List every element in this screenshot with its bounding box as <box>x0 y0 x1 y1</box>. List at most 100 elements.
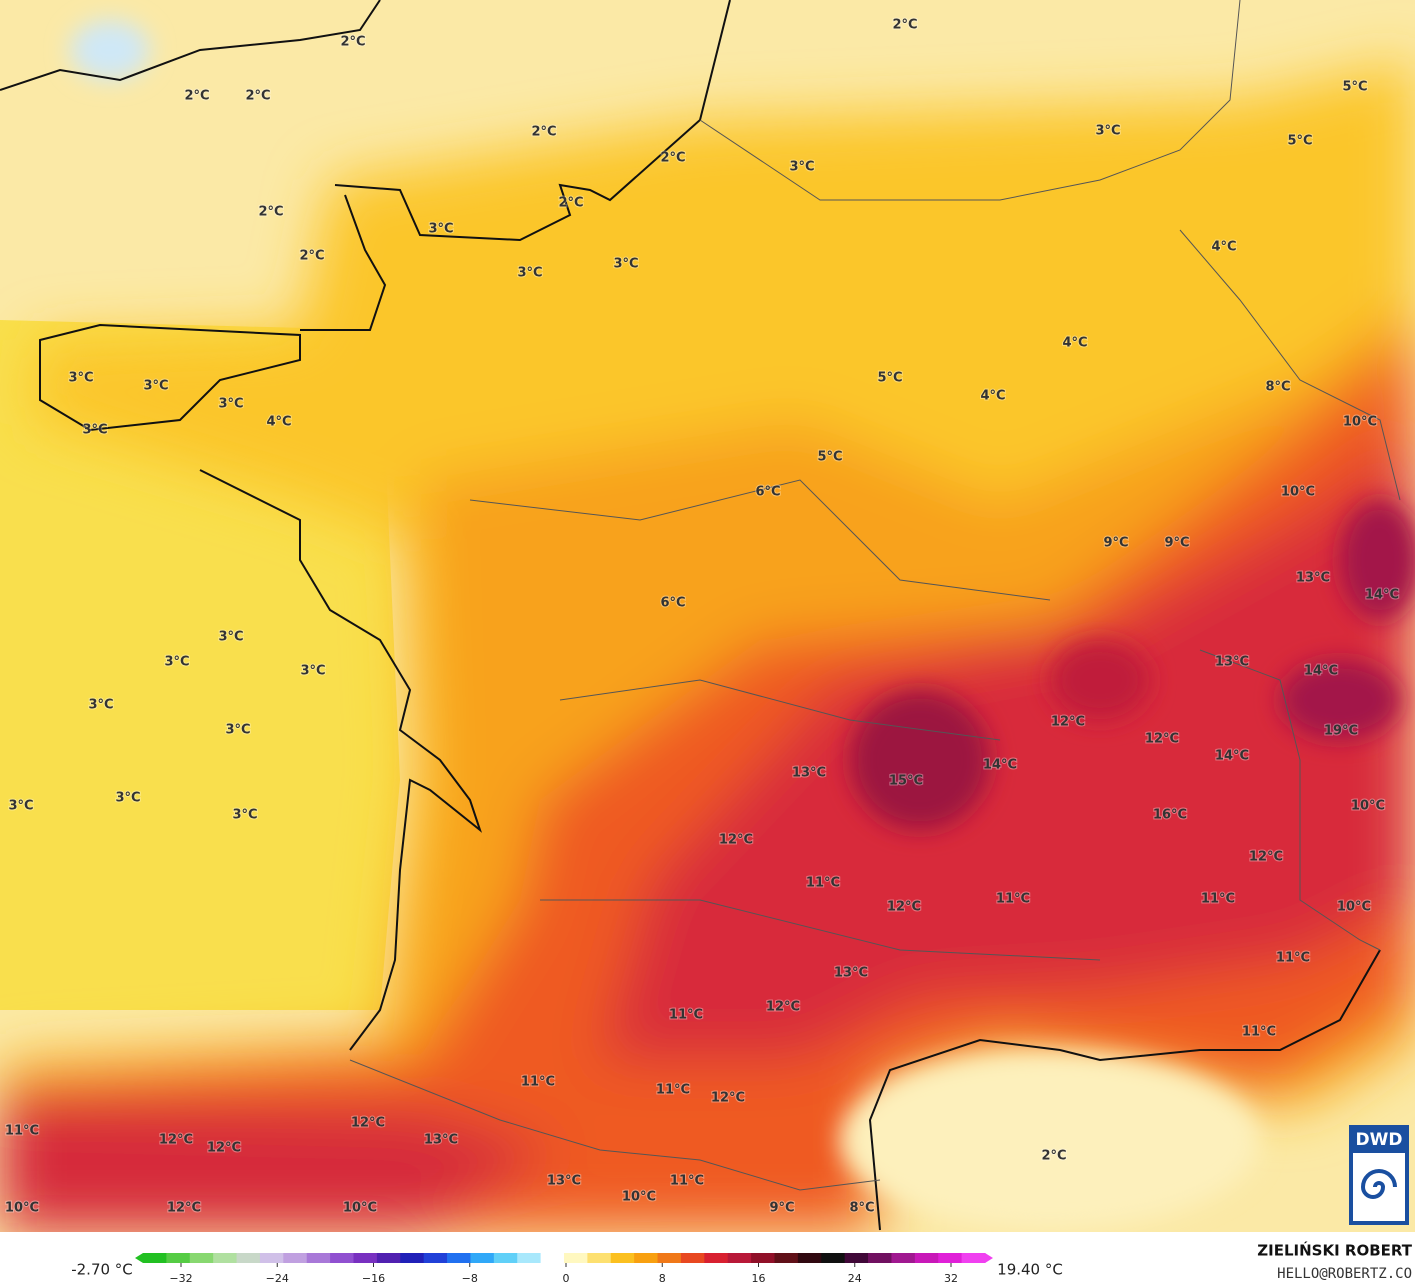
temperature-label: 11°C <box>806 876 840 891</box>
temperature-field <box>0 0 1415 1232</box>
temperature-label: 16°C <box>1153 808 1187 823</box>
temperature-label: 11°C <box>521 1075 555 1090</box>
temperature-label: 12°C <box>207 1141 241 1156</box>
temperature-label: 19°C <box>1324 724 1358 739</box>
color-swatch <box>493 1253 518 1263</box>
temperature-label: 14°C <box>983 758 1017 773</box>
temperature-label: 3°C <box>1095 124 1120 139</box>
color-swatch <box>938 1253 963 1263</box>
temperature-label: 10°C <box>1281 485 1315 500</box>
color-swatch <box>610 1253 635 1263</box>
temperature-label: 4°C <box>980 389 1005 404</box>
temperature-label: 13°C <box>834 966 868 981</box>
color-scale: −32 −24 −16 −8 0 8 16 24 32 <box>135 1253 993 1285</box>
color-swatch <box>376 1253 401 1263</box>
temperature-label: 13°C <box>1215 655 1249 670</box>
temperature-label: 10°C <box>1343 415 1377 430</box>
max-value: 19.40 °C <box>997 1261 1063 1279</box>
temperature-labels: 2°C 2°C 2°C 2°C 2°C 2°C 2°C 2°C 2°C 3°C 3°C 3°C 3°C 3… <box>4 17 1400 1217</box>
temperature-label: 12°C <box>351 1116 385 1131</box>
temperature-label: 2°C <box>258 205 283 220</box>
temperature-label: 4°C <box>1062 336 1087 351</box>
temperature-label: 3°C <box>115 791 140 806</box>
temperature-label: 14°C <box>1365 588 1399 603</box>
temperature-label: 10°C <box>1337 900 1371 915</box>
temperature-label: 3°C <box>143 379 168 394</box>
color-swatch <box>634 1253 659 1263</box>
temperature-label: 3°C <box>428 222 453 237</box>
min-value: -2.70 °C <box>71 1261 133 1279</box>
color-swatch <box>189 1253 214 1263</box>
color-swatch <box>564 1253 588 1263</box>
tick-label: −32 <box>169 1272 192 1285</box>
tick-label: −16 <box>362 1272 385 1285</box>
temperature-label: 2°C <box>245 89 270 104</box>
temperature-label: 2°C <box>531 125 556 140</box>
color-swatch <box>751 1253 775 1263</box>
dwd-logo: DWD <box>1349 1125 1409 1225</box>
tick-label: −8 <box>462 1272 478 1285</box>
temperature-label: 3°C <box>68 371 93 386</box>
temperature-label: 11°C <box>656 1083 690 1098</box>
color-swatch <box>236 1253 261 1263</box>
color-scale-right-tip <box>985 1253 993 1263</box>
color-scale-left-tip <box>135 1253 143 1263</box>
temperature-label: 5°C <box>1342 80 1367 95</box>
temperature-label: 2°C <box>892 18 917 33</box>
temperature-label: 5°C <box>877 371 902 386</box>
temperature-label: 9°C <box>769 1201 794 1216</box>
color-swatch <box>423 1253 448 1263</box>
color-swatch <box>797 1253 822 1263</box>
tick-label: 24 <box>848 1272 862 1285</box>
temperature-label: 2°C <box>184 89 209 104</box>
logo-text: DWD <box>1356 1130 1403 1150</box>
color-swatch <box>821 1253 846 1263</box>
temperature-label: 3°C <box>225 723 250 738</box>
temperature-label: 10°C <box>1351 799 1385 814</box>
color-swatch <box>400 1253 425 1263</box>
tick-label: 8 <box>659 1272 666 1285</box>
temperature-label: 15°C <box>889 774 923 789</box>
temperature-label: 3°C <box>88 698 113 713</box>
author: ZIELIŃSKI ROBERT <box>1257 1241 1412 1260</box>
temperature-label: 11°C <box>5 1124 39 1139</box>
color-swatch <box>540 1253 565 1263</box>
tick-label: −24 <box>266 1272 289 1285</box>
temperature-label: 9°C <box>1164 536 1189 551</box>
temperature-label: 12°C <box>711 1091 745 1106</box>
color-swatch <box>213 1253 238 1263</box>
temperature-label: 2°C <box>340 35 365 50</box>
temperature-label: 11°C <box>1242 1025 1276 1040</box>
temperature-label: 13°C <box>1296 571 1330 586</box>
temperature-label: 11°C <box>1276 951 1310 966</box>
temperature-label: 3°C <box>218 630 243 645</box>
temperature-label: 12°C <box>766 1000 800 1015</box>
color-swatch <box>447 1253 471 1263</box>
temperature-label: 10°C <box>622 1190 656 1205</box>
temperature-label: 5°C <box>817 450 842 465</box>
temperature-label: 9°C <box>1103 536 1128 551</box>
temperature-label: 2°C <box>299 249 324 264</box>
color-swatch <box>868 1253 892 1263</box>
color-swatch <box>961 1253 986 1263</box>
color-swatch <box>891 1253 916 1263</box>
temperature-label: 3°C <box>300 664 325 679</box>
temperature-label: 11°C <box>1201 892 1235 907</box>
temperature-label: 12°C <box>1145 732 1179 747</box>
color-swatch <box>259 1253 284 1263</box>
color-swatch <box>704 1253 729 1263</box>
temperature-label: 8°C <box>849 1201 874 1216</box>
temperature-label: 13°C <box>792 766 826 781</box>
temperature-label: 10°C <box>343 1201 377 1216</box>
temperature-label: 3°C <box>82 423 107 438</box>
temperature-label: 8°C <box>1265 380 1290 395</box>
color-swatch <box>283 1253 308 1263</box>
temperature-label: 11°C <box>669 1008 703 1023</box>
color-swatch <box>914 1253 939 1263</box>
color-swatch <box>143 1253 167 1263</box>
temperature-label: 3°C <box>218 397 243 412</box>
color-swatch <box>330 1253 354 1263</box>
color-swatch <box>657 1253 682 1263</box>
temperature-label: 3°C <box>613 257 638 272</box>
